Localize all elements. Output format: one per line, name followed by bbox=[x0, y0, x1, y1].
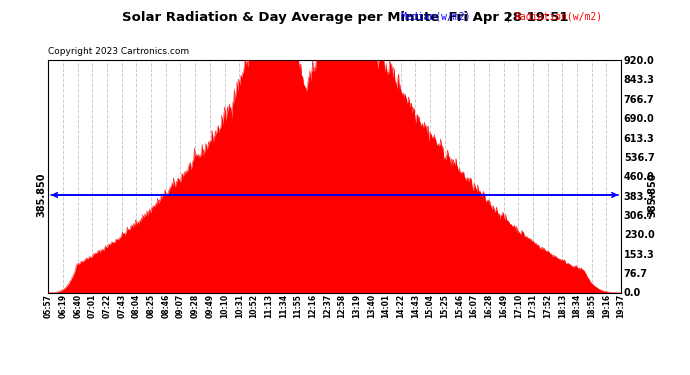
Text: 385.850: 385.850 bbox=[647, 173, 658, 217]
Text: Median(w/m2): Median(w/m2) bbox=[400, 11, 471, 21]
Text: Copyright 2023 Cartronics.com: Copyright 2023 Cartronics.com bbox=[48, 47, 190, 56]
Text: 385.850: 385.850 bbox=[37, 173, 46, 217]
Text: |: | bbox=[507, 11, 511, 22]
Text: Solar Radiation & Day Average per Minute  Fri Apr 28 19:51: Solar Radiation & Day Average per Minute… bbox=[121, 11, 569, 24]
Text: Radiation(w/m2): Radiation(w/m2) bbox=[514, 11, 602, 21]
